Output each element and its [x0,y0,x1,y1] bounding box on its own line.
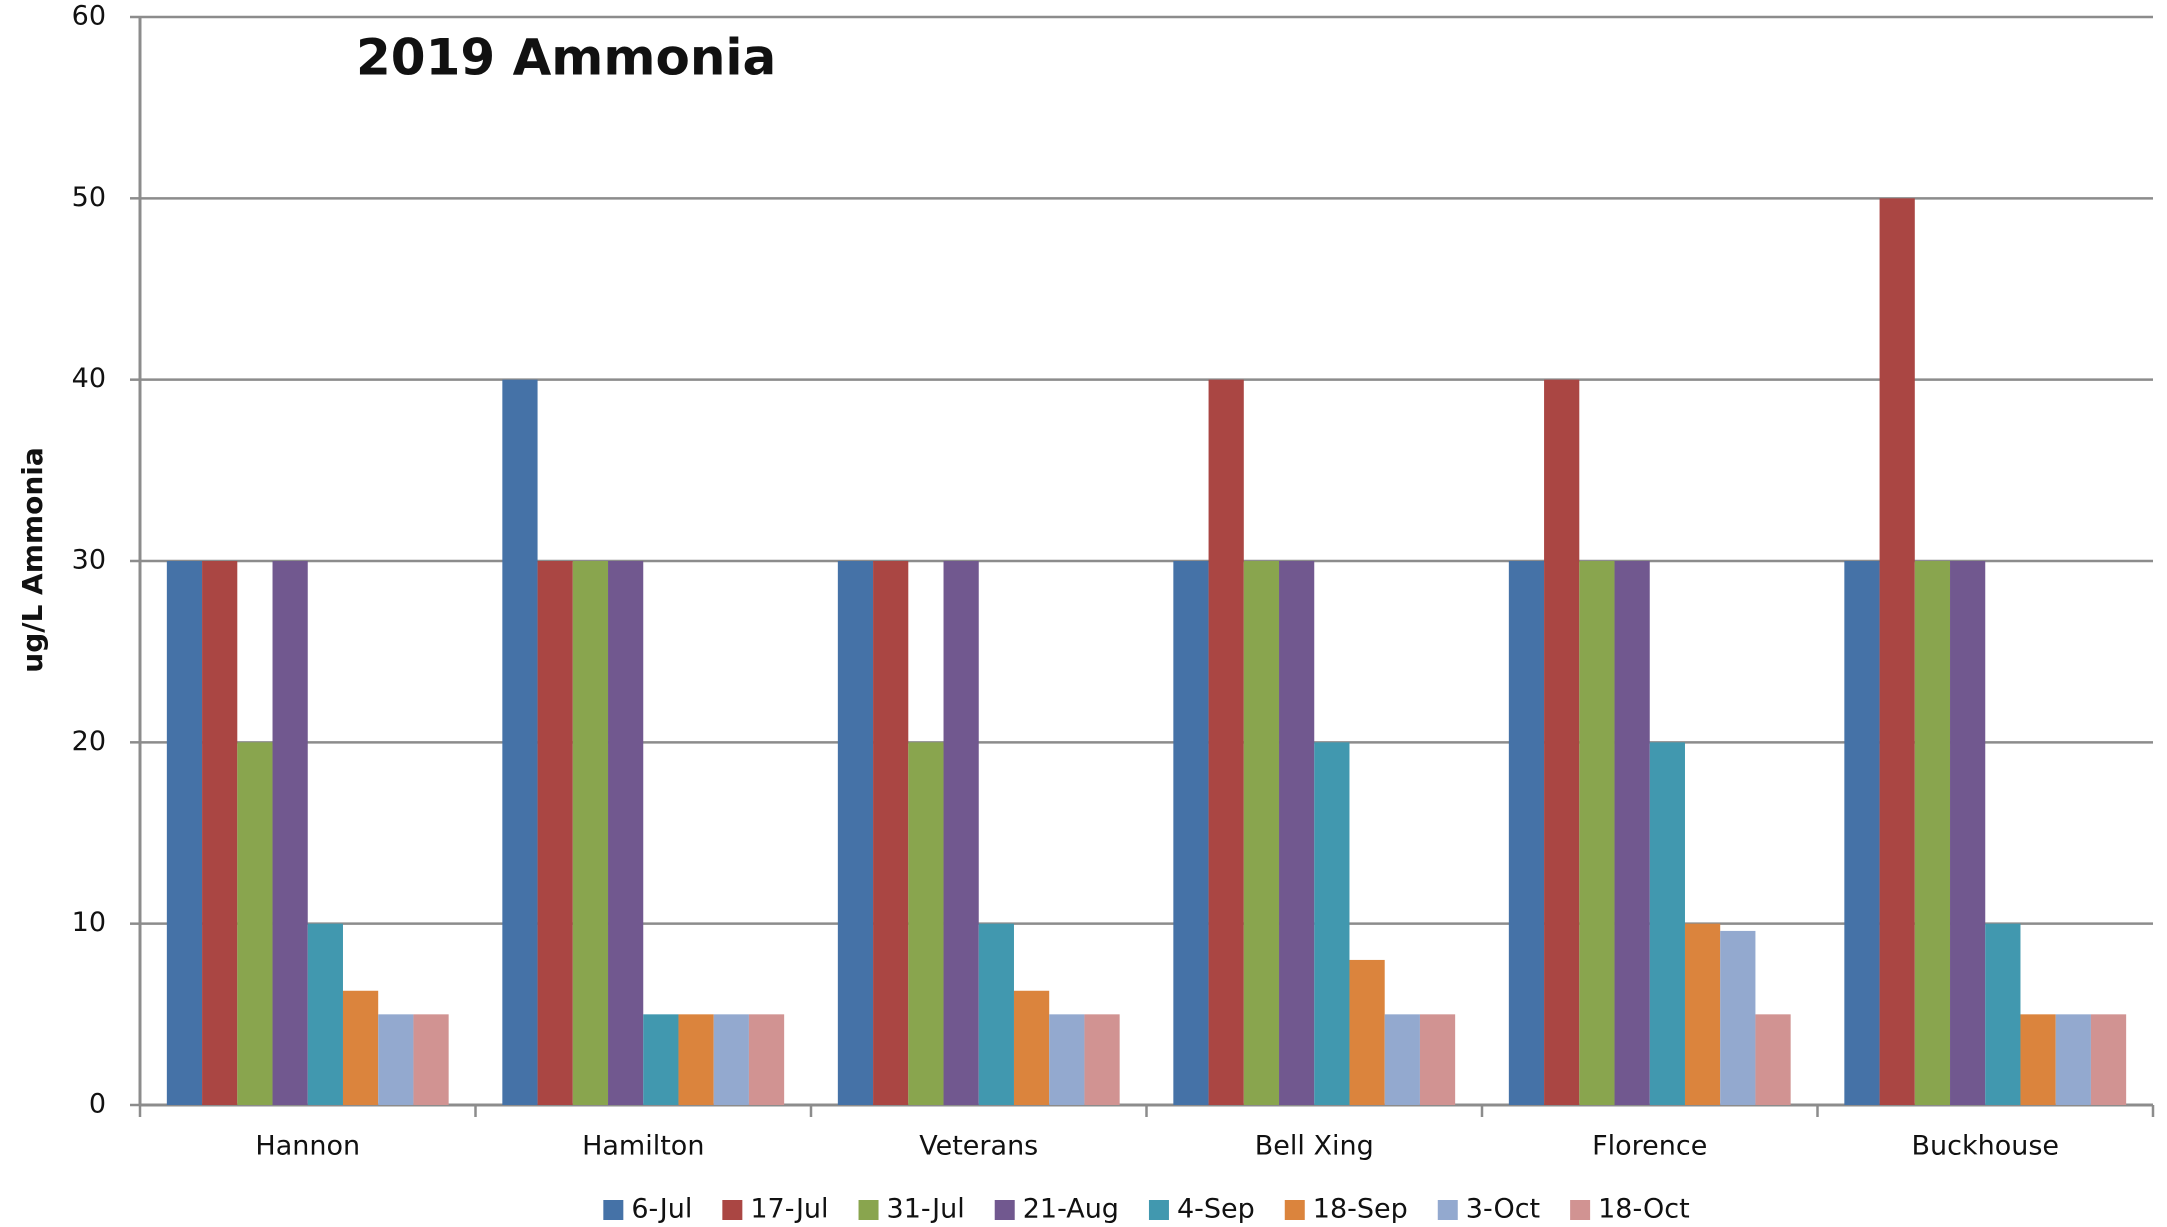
x-tick-label: Bell Xing [1255,1131,1374,1162]
legend-swatch [1570,1200,1591,1220]
x-tick-label: Hannon [255,1131,360,1162]
bar [572,561,609,1105]
legend-swatch [1284,1200,1305,1220]
y-tick-label: 60 [72,1,106,32]
bar [202,561,238,1105]
x-tick-label: Florence [1592,1131,1707,1162]
bar [908,742,944,1105]
legend-label: 18-Sep [1313,1194,1408,1225]
bar [502,379,538,1106]
bar [413,1014,449,1105]
bar [1384,1014,1420,1105]
legend-label: 31-Jul [887,1194,965,1225]
y-tick-label: 10 [72,907,106,938]
bar [1844,561,1880,1105]
y-tick-label: 30 [72,545,106,576]
bar [537,561,573,1105]
x-tick-label: Buckhouse [1911,1131,2059,1162]
bar [1720,930,1756,1105]
legend-swatch [858,1200,879,1220]
chart-title: 2019 Ammonia [356,29,776,87]
bar [1243,561,1280,1105]
bar [608,561,644,1105]
legend-label: 3-Oct [1466,1194,1540,1225]
bar [1649,742,1685,1105]
legend-label: 18-Oct [1598,1194,1690,1225]
legend-swatch [1437,1200,1458,1220]
bar [1614,561,1650,1105]
bar [1950,561,1986,1105]
bar [1544,379,1580,1106]
bar [237,742,273,1105]
bar [978,923,1014,1105]
y-tick-label: 50 [72,182,106,213]
bar [1349,959,1385,1105]
bar [748,1014,785,1105]
y-tick-label: 40 [72,363,106,394]
legend-swatch [994,1200,1015,1220]
bar [1879,198,1915,1106]
legend-label: 17-Jul [750,1194,828,1225]
bar [643,1014,679,1105]
bar [1279,561,1315,1105]
bar [1049,1014,1085,1105]
bar [1013,990,1050,1105]
bar [873,561,909,1105]
x-tick-label: Hamilton [582,1131,704,1162]
bar [2090,1014,2127,1105]
bar [943,561,979,1105]
bar [1419,1014,1456,1105]
legend-swatch [603,1200,624,1220]
bar [1208,379,1244,1106]
bar [1084,1014,1120,1105]
bar [2055,1014,2091,1105]
bar [678,1014,714,1105]
bar [1755,1014,1791,1105]
legend-label: 4-Sep [1177,1194,1255,1225]
y-tick-label: 20 [72,726,106,757]
legend-swatch [1148,1200,1169,1220]
legend-swatch [722,1200,743,1220]
x-tick-label: Veterans [919,1131,1038,1162]
bar [166,561,203,1105]
bar [713,1014,749,1105]
legend-label: 21-Aug [1023,1194,1119,1225]
bar [378,1014,414,1105]
bar [1684,923,1721,1105]
bar [1173,561,1209,1105]
bar [1985,923,2021,1105]
bar [307,923,343,1105]
y-tick-label: 0 [89,1089,106,1120]
bar [1314,742,1350,1105]
bar [837,561,874,1105]
bar [1579,561,1615,1105]
bar [1914,561,1951,1105]
bar [2020,1014,2056,1105]
y-axis-label: ug/L Ammonia [16,447,49,672]
bar [272,561,308,1105]
bar [342,990,379,1105]
legend-label: 6-Jul [631,1194,692,1225]
bar [1508,561,1545,1105]
